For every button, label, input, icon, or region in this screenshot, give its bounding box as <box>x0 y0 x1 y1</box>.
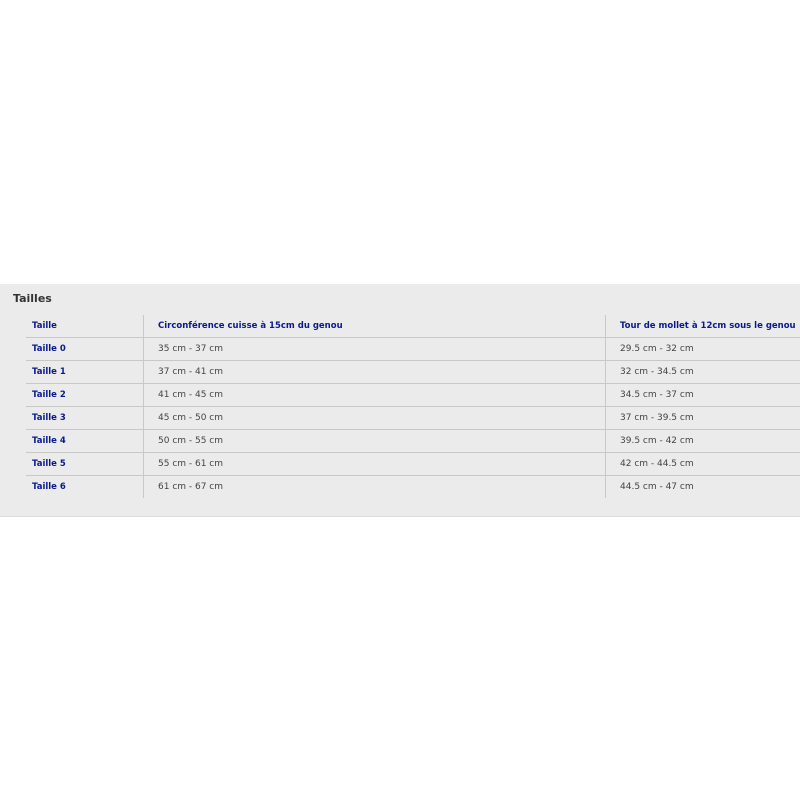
cell: 37 cm - 41 cm <box>143 360 606 384</box>
cell: 61 cm - 67 cm <box>143 475 606 498</box>
table-row: Taille 2 41 cm - 45 cm 34.5 cm - 37 cm <box>26 383 800 407</box>
size-cell: Taille 2 <box>26 383 144 407</box>
table-row: Taille 4 50 cm - 55 cm 39.5 cm - 42 cm <box>26 429 800 453</box>
size-table: Taille Circonférence cuisse à 15cm du gen… <box>26 315 800 498</box>
cell: 45 cm - 50 cm <box>143 406 606 430</box>
size-cell: Taille 0 <box>26 337 144 361</box>
header-row: Taille Circonférence cuisse à 15cm du gen… <box>26 315 800 338</box>
cell: 32 cm - 34.5 cm <box>605 360 800 384</box>
size-cell: Taille 6 <box>26 475 144 498</box>
size-panel: Tailles Taille Circonférence cuisse à 15c… <box>0 284 800 517</box>
table-row: Taille 1 37 cm - 41 cm 32 cm - 34.5 cm <box>26 360 800 384</box>
cell: 29.5 cm - 32 cm <box>605 337 800 361</box>
cell: 35 cm - 37 cm <box>143 337 606 361</box>
size-cell: Taille 3 <box>26 406 144 430</box>
cell: 39.5 cm - 42 cm <box>605 429 800 453</box>
size-cell: Taille 4 <box>26 429 144 453</box>
table-row: Taille 0 35 cm - 37 cm 29.5 cm - 32 cm <box>26 337 800 361</box>
size-cell: Taille 1 <box>26 360 144 384</box>
size-cell: Taille 5 <box>26 452 144 476</box>
header-cell: Tour de mollet à 12cm sous le genou <box>605 315 800 338</box>
panel-title: Tailles <box>13 292 52 305</box>
header-cell: Taille <box>26 315 144 338</box>
cell: 41 cm - 45 cm <box>143 383 606 407</box>
header-cell: Circonférence cuisse à 15cm du genou <box>143 315 606 338</box>
table-row: Taille 5 55 cm - 61 cm 42 cm - 44.5 cm <box>26 452 800 476</box>
cell: 34.5 cm - 37 cm <box>605 383 800 407</box>
cell: 37 cm - 39.5 cm <box>605 406 800 430</box>
cell: 55 cm - 61 cm <box>143 452 606 476</box>
table-row: Taille 6 61 cm - 67 cm 44.5 cm - 47 cm <box>26 475 800 498</box>
cell: 42 cm - 44.5 cm <box>605 452 800 476</box>
cell: 44.5 cm - 47 cm <box>605 475 800 498</box>
table-row: Taille 3 45 cm - 50 cm 37 cm - 39.5 cm <box>26 406 800 430</box>
cell: 50 cm - 55 cm <box>143 429 606 453</box>
